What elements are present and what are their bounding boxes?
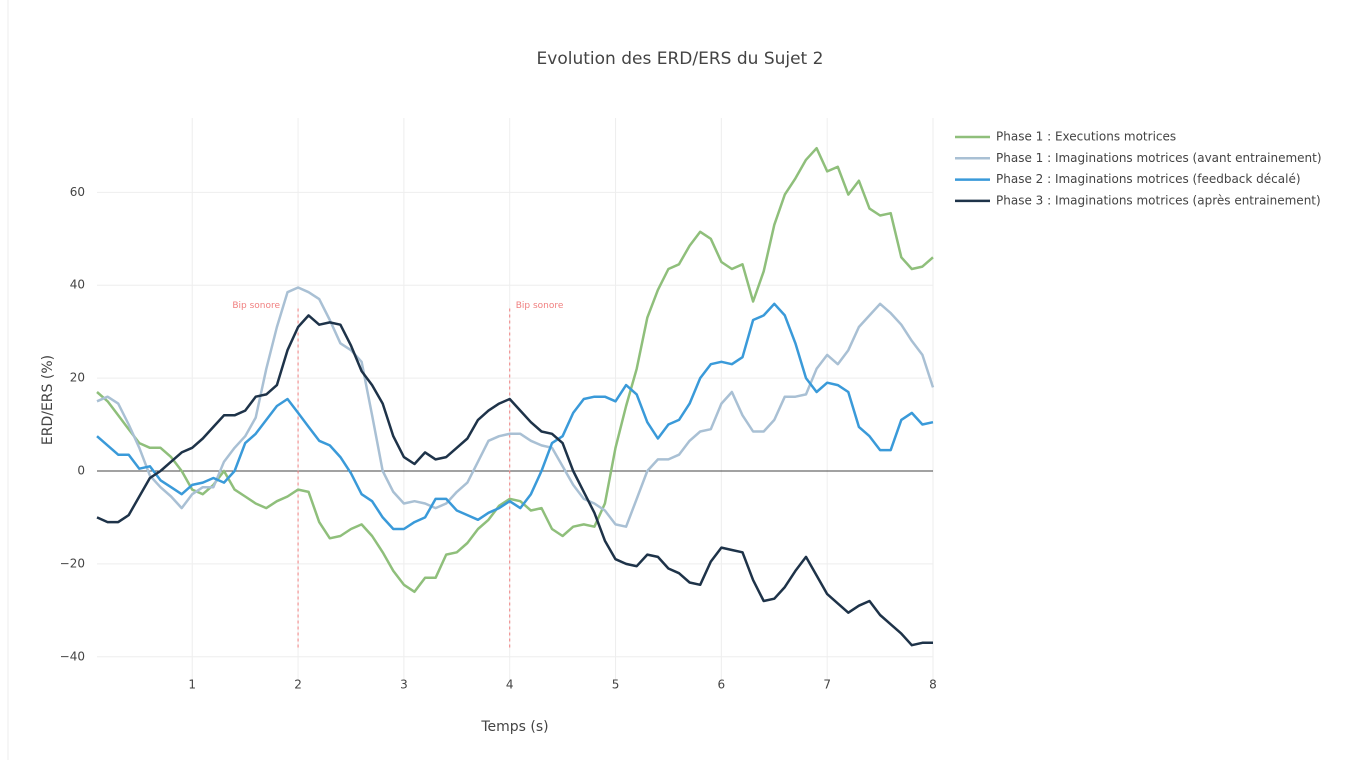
legend-label: Phase 2 : Imaginations motrices (feedbac… [996,172,1301,186]
y-tick-label: 0 [77,463,85,477]
x-tick-label: 5 [612,678,620,692]
chart-title: Evolution des ERD/ERS du Sujet 2 [537,49,824,69]
series-line [96,314,933,647]
legend-label: Phase 3 : Imaginations motrices (après e… [996,193,1321,207]
y-axis-title: ERD/ERS (%) [40,355,56,445]
y-tick-label: −20 [60,556,85,570]
x-tick-label: 3 [400,678,408,692]
series-line [96,286,935,528]
series-line [96,146,934,594]
y-tick-label: 40 [70,278,85,292]
annotation-text: Bip sonore [232,301,280,311]
y-tick-label: 60 [70,185,85,199]
x-tick-label: 4 [506,678,514,692]
y-tick-label: −40 [60,649,85,663]
series-line [96,302,934,531]
x-tick-label: 2 [294,678,302,692]
y-tick-label: 20 [70,371,85,385]
x-tick-label: 8 [929,678,937,692]
x-tick-label: 6 [718,678,726,692]
annotation-text: Bip sonore [516,301,564,311]
x-tick-label: 1 [188,678,196,692]
legend-label: Phase 1 : Executions motrices [996,130,1176,144]
x-tick-label: 7 [823,678,831,692]
x-axis-title: Temps (s) [480,719,548,735]
legend-label: Phase 1 : Imaginations motrices (avant e… [996,151,1322,165]
